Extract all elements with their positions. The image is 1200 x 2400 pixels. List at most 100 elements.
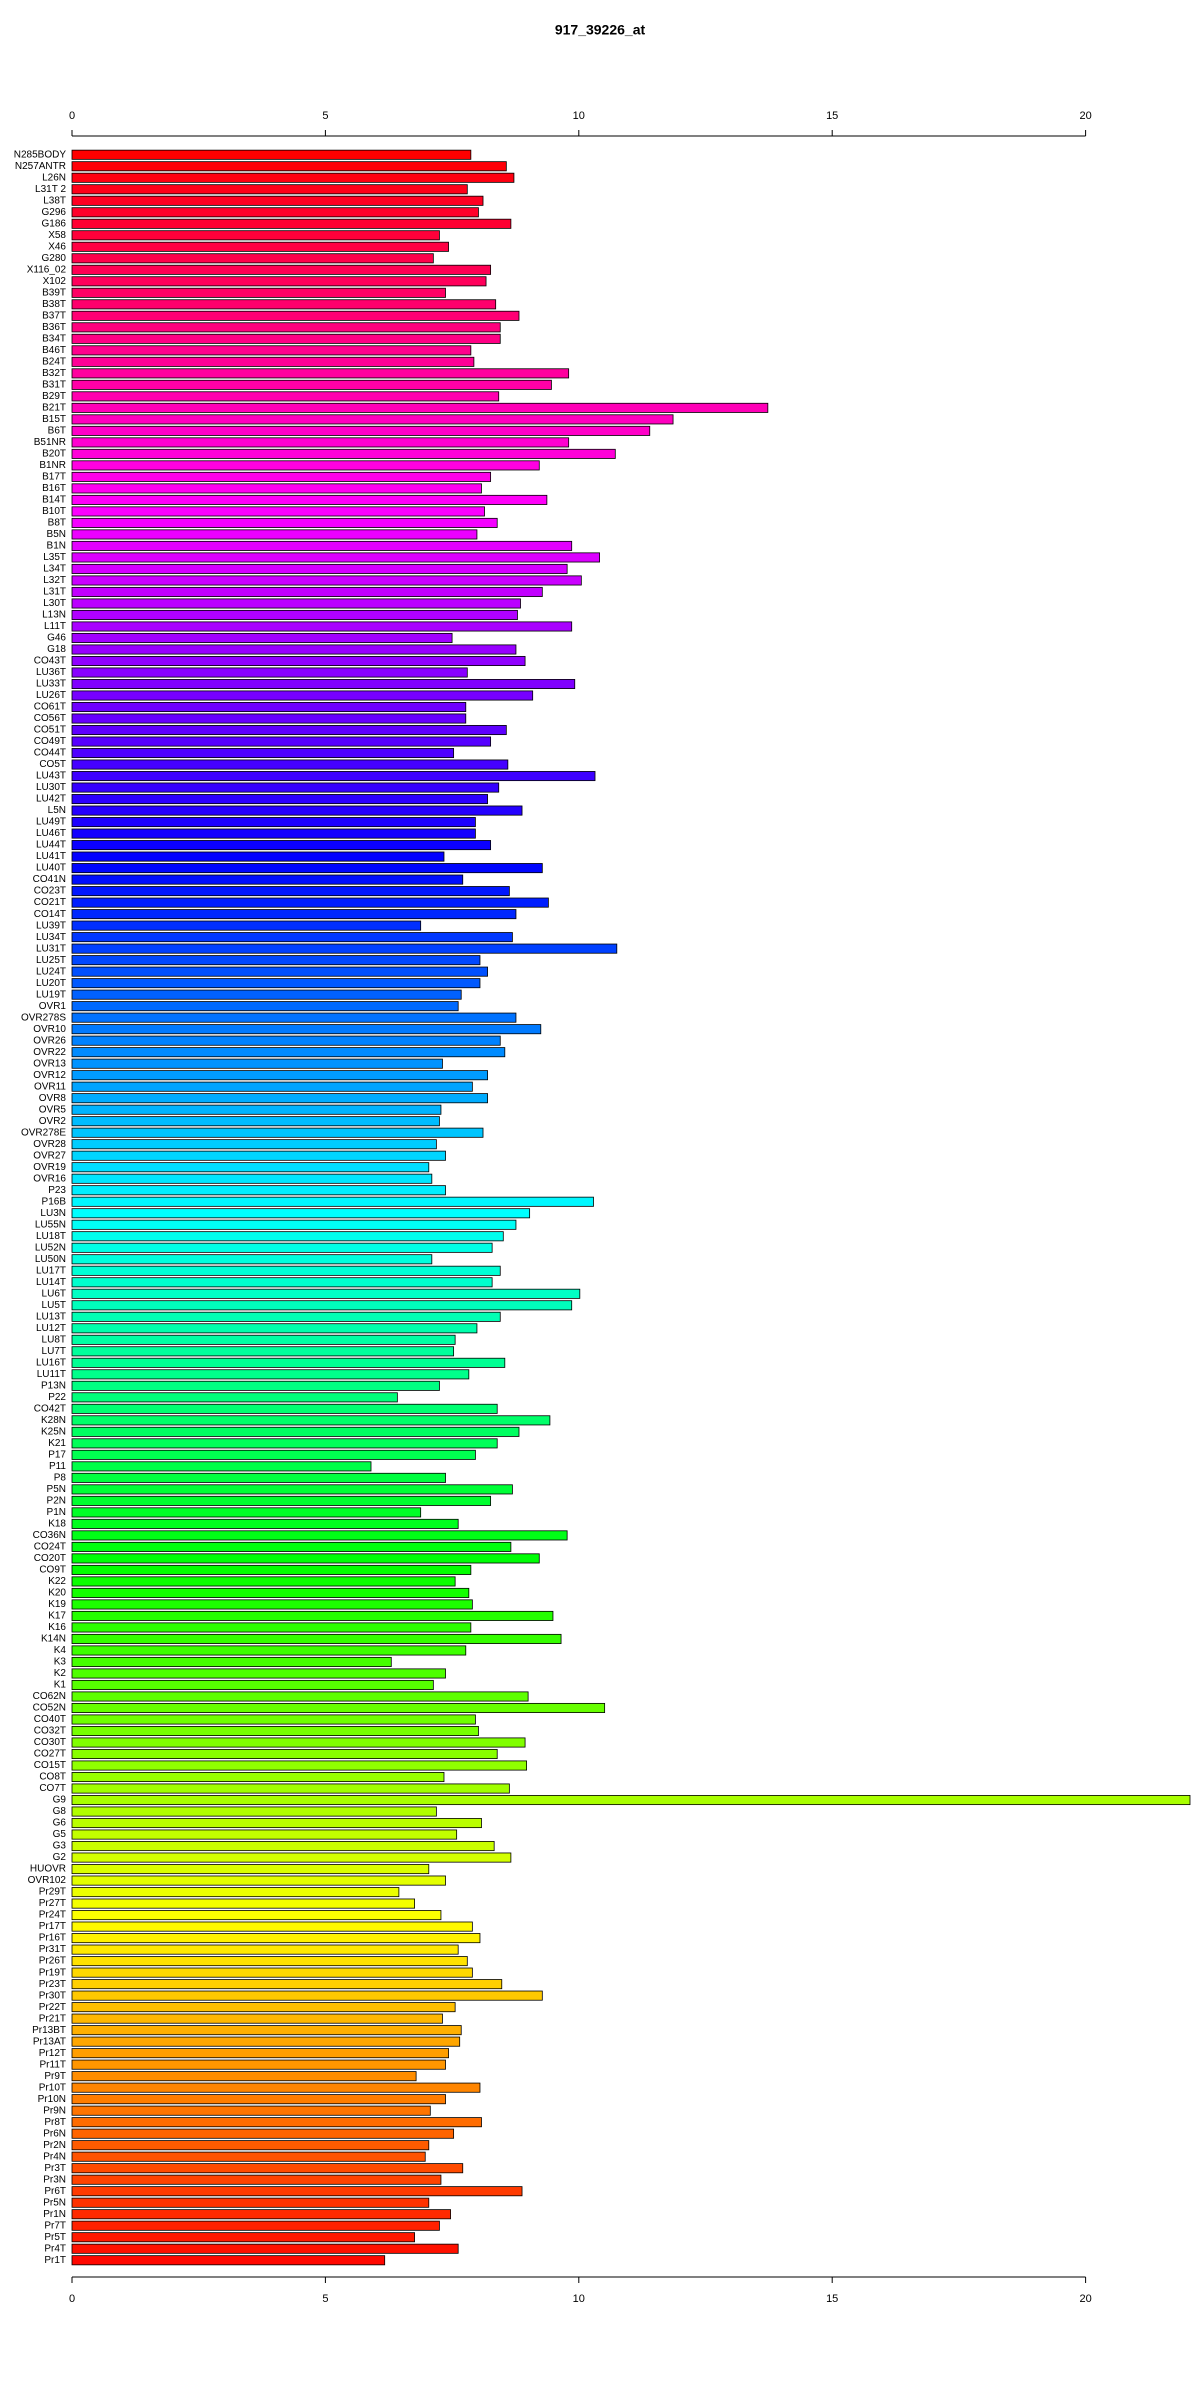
bar: [71, 460, 540, 471]
bar: [71, 1656, 392, 1667]
bar: [71, 1541, 512, 1552]
bar: [71, 1495, 492, 1506]
y-tick-label: Pr11T: [40, 2059, 67, 2070]
bar: [71, 932, 513, 943]
y-tick-label: B1N: [47, 541, 66, 552]
y-tick-label: B16T: [42, 483, 66, 494]
y-tick-label: LU17T: [36, 1265, 66, 1276]
bar: [71, 575, 582, 586]
bar: [71, 2036, 461, 2047]
chart-title: 917_39226_at: [555, 22, 646, 38]
y-tick-label: LU33T: [36, 679, 66, 690]
bar: [71, 897, 549, 908]
bar: [71, 1403, 498, 1414]
bar: [71, 230, 440, 241]
y-tick-label: B17T: [42, 472, 66, 483]
y-tick-label: CO24T: [34, 1542, 66, 1553]
y-tick-label: OVR12: [33, 1070, 66, 1081]
bar: [71, 1219, 517, 1230]
bar: [71, 1783, 510, 1794]
y-tick-label: CO51T: [34, 725, 66, 736]
y-tick-label: G6: [53, 1818, 67, 1829]
bar: [71, 702, 467, 713]
y-tick-label: G9: [53, 1795, 67, 1806]
bar: [71, 1864, 430, 1875]
y-tick-label: CO14T: [34, 909, 66, 920]
bar: [71, 1553, 540, 1564]
bar: [71, 1933, 481, 1944]
bar: [71, 1380, 440, 1391]
y-tick-label: CO32T: [34, 1726, 66, 1737]
bar: [71, 2002, 456, 2013]
bar: [71, 632, 453, 643]
bar: [71, 851, 445, 862]
y-tick-label: LU19T: [36, 989, 66, 1000]
bar: [71, 2094, 446, 2105]
bar: [71, 2140, 430, 2151]
y-tick-label: LU43T: [36, 771, 66, 782]
y-tick-label: L11T: [44, 621, 66, 632]
y-tick-label: OVR28: [33, 1139, 66, 1150]
x-tick-label: 0: [69, 2293, 75, 2305]
bar: [71, 1518, 459, 1529]
bar: [71, 529, 478, 540]
y-tick-label: LU41T: [36, 851, 66, 862]
y-tick-label: OVR278E: [21, 1127, 66, 1138]
bar: [71, 1622, 472, 1633]
bar: [71, 1944, 459, 1955]
bar: [71, 1749, 498, 1760]
bar: [71, 1300, 573, 1311]
y-tick-label: CO15T: [34, 1760, 66, 1771]
bar: [71, 598, 521, 609]
y-tick-label: B38T: [42, 299, 66, 310]
y-tick-label: Pr5T: [44, 2232, 66, 2243]
bar: [71, 471, 492, 482]
bar: [71, 1104, 442, 1115]
bar: [71, 2174, 442, 2185]
bar: [71, 1702, 606, 1713]
bar: [71, 368, 570, 379]
bar: [71, 310, 520, 321]
y-tick-label: X102: [43, 276, 67, 287]
bar: [71, 771, 596, 782]
y-tick-label: B1NR: [39, 460, 66, 471]
y-tick-label: B5N: [47, 529, 66, 540]
y-tick-label: L13N: [42, 610, 66, 621]
y-tick-label: P17: [48, 1450, 66, 1461]
bar: [71, 1633, 562, 1644]
y-tick-label: B31T: [42, 380, 66, 391]
bar: [71, 1127, 484, 1138]
y-tick-label: Pr3N: [43, 2174, 66, 2185]
bar: [71, 322, 501, 333]
y-tick-label: Pr23T: [39, 1979, 66, 1990]
bar: [71, 1449, 476, 1460]
y-tick-label: K14N: [41, 1634, 66, 1645]
bar: [71, 425, 651, 436]
y-tick-label: LU16T: [36, 1357, 66, 1368]
bar: [71, 1990, 543, 2001]
y-tick-label: Pr26T: [39, 1956, 66, 1967]
bar: [71, 2220, 440, 2231]
bar: [71, 345, 472, 356]
y-tick-label: B10T: [42, 506, 66, 517]
y-tick-label: K28N: [41, 1415, 66, 1426]
y-tick-label: P1N: [47, 1507, 66, 1518]
bar: [71, 1392, 398, 1403]
bar: [71, 828, 476, 839]
bar: [71, 1323, 478, 1334]
y-tick-label: CO9T: [39, 1565, 66, 1576]
y-tick-label: CO30T: [34, 1737, 66, 1748]
bar: [71, 1725, 479, 1736]
y-tick-label: L30T: [43, 598, 66, 609]
y-tick-label: LU5T: [42, 1300, 66, 1311]
bar: [71, 989, 462, 1000]
bar: [71, 690, 534, 701]
bar: [71, 1254, 433, 1265]
bar: [71, 1772, 445, 1783]
y-tick-label: LU34T: [36, 932, 66, 943]
bar: [71, 287, 446, 298]
y-tick-label: Pr17T: [39, 1921, 66, 1932]
bar: [71, 1760, 527, 1771]
y-tick-label: LU12T: [36, 1323, 66, 1334]
